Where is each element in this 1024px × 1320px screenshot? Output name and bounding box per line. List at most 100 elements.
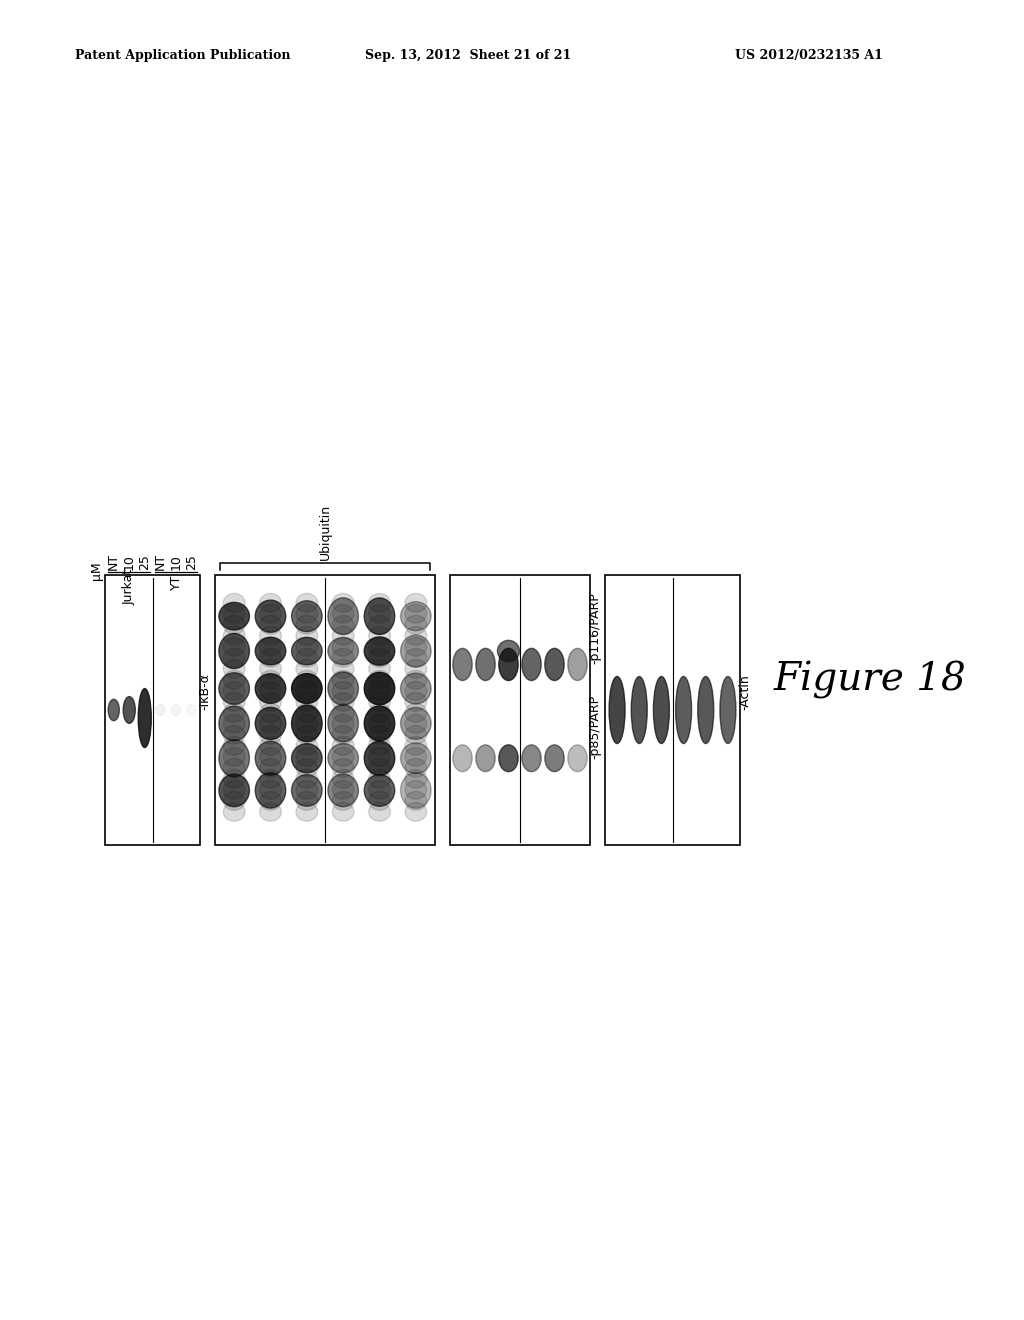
Ellipse shape — [697, 676, 714, 743]
Ellipse shape — [369, 693, 390, 711]
Ellipse shape — [260, 714, 282, 733]
Ellipse shape — [260, 803, 282, 821]
Ellipse shape — [223, 693, 245, 711]
Ellipse shape — [292, 775, 323, 807]
Ellipse shape — [476, 648, 496, 681]
Ellipse shape — [292, 601, 323, 632]
Ellipse shape — [219, 774, 250, 807]
Text: 10: 10 — [122, 554, 135, 570]
Ellipse shape — [223, 681, 245, 700]
Ellipse shape — [109, 700, 120, 721]
Ellipse shape — [404, 792, 427, 810]
Ellipse shape — [499, 648, 518, 681]
Text: Jurkat: Jurkat — [122, 569, 135, 605]
Ellipse shape — [223, 594, 245, 612]
Ellipse shape — [296, 792, 317, 810]
Ellipse shape — [365, 775, 395, 807]
Ellipse shape — [223, 605, 245, 623]
Ellipse shape — [332, 759, 354, 777]
Ellipse shape — [223, 627, 245, 645]
Ellipse shape — [404, 605, 427, 623]
Ellipse shape — [400, 602, 431, 631]
Ellipse shape — [369, 737, 390, 755]
Ellipse shape — [260, 747, 282, 766]
Ellipse shape — [260, 627, 282, 645]
Ellipse shape — [296, 693, 317, 711]
Ellipse shape — [653, 676, 670, 743]
Ellipse shape — [123, 697, 135, 723]
Ellipse shape — [296, 671, 317, 689]
Text: -p116/PARP: -p116/PARP — [589, 593, 601, 664]
Ellipse shape — [223, 648, 245, 667]
Ellipse shape — [545, 744, 564, 772]
Ellipse shape — [522, 744, 541, 772]
Text: 25: 25 — [138, 554, 152, 570]
Ellipse shape — [219, 602, 250, 630]
Ellipse shape — [296, 594, 317, 612]
Ellipse shape — [223, 737, 245, 755]
Ellipse shape — [404, 737, 427, 755]
Ellipse shape — [223, 714, 245, 733]
Ellipse shape — [332, 726, 354, 744]
Ellipse shape — [369, 615, 390, 634]
Ellipse shape — [296, 803, 317, 821]
Ellipse shape — [404, 681, 427, 700]
Ellipse shape — [296, 704, 317, 722]
Ellipse shape — [369, 594, 390, 612]
Ellipse shape — [720, 676, 736, 743]
Ellipse shape — [328, 598, 358, 635]
Ellipse shape — [223, 615, 245, 634]
Ellipse shape — [260, 671, 282, 689]
Ellipse shape — [404, 726, 427, 744]
Ellipse shape — [631, 676, 647, 743]
Ellipse shape — [260, 737, 282, 755]
Ellipse shape — [296, 770, 317, 788]
Ellipse shape — [332, 780, 354, 799]
Ellipse shape — [453, 648, 472, 681]
Ellipse shape — [365, 742, 395, 775]
Text: Ubiquitin: Ubiquitin — [318, 504, 332, 560]
Ellipse shape — [260, 693, 282, 711]
Ellipse shape — [332, 605, 354, 623]
Ellipse shape — [404, 759, 427, 777]
Text: Patent Application Publication: Patent Application Publication — [75, 49, 291, 62]
Ellipse shape — [369, 747, 390, 766]
Ellipse shape — [404, 660, 427, 678]
Ellipse shape — [296, 714, 317, 733]
Ellipse shape — [332, 681, 354, 700]
Ellipse shape — [404, 770, 427, 788]
Ellipse shape — [223, 671, 245, 689]
Bar — [105, 576, 200, 845]
Ellipse shape — [400, 708, 431, 739]
Ellipse shape — [292, 705, 323, 742]
Ellipse shape — [255, 742, 286, 775]
Ellipse shape — [255, 772, 286, 808]
Ellipse shape — [328, 774, 358, 807]
Ellipse shape — [369, 780, 390, 799]
Ellipse shape — [365, 638, 395, 665]
Ellipse shape — [404, 638, 427, 656]
Ellipse shape — [296, 759, 317, 777]
Ellipse shape — [369, 803, 390, 821]
Ellipse shape — [453, 744, 472, 772]
Ellipse shape — [219, 706, 250, 741]
Ellipse shape — [223, 638, 245, 656]
Text: -p85/PARP: -p85/PARP — [589, 694, 601, 759]
Ellipse shape — [332, 615, 354, 634]
Ellipse shape — [260, 638, 282, 656]
Ellipse shape — [332, 770, 354, 788]
Ellipse shape — [260, 704, 282, 722]
Ellipse shape — [332, 648, 354, 667]
Ellipse shape — [219, 673, 250, 705]
Text: Figure 18: Figure 18 — [773, 661, 967, 700]
Ellipse shape — [332, 638, 354, 656]
Ellipse shape — [296, 780, 317, 799]
Ellipse shape — [369, 627, 390, 645]
Ellipse shape — [332, 803, 354, 821]
Ellipse shape — [223, 726, 245, 744]
Ellipse shape — [568, 648, 587, 681]
Ellipse shape — [223, 780, 245, 799]
Ellipse shape — [328, 638, 358, 664]
Ellipse shape — [676, 676, 691, 743]
Ellipse shape — [404, 780, 427, 799]
